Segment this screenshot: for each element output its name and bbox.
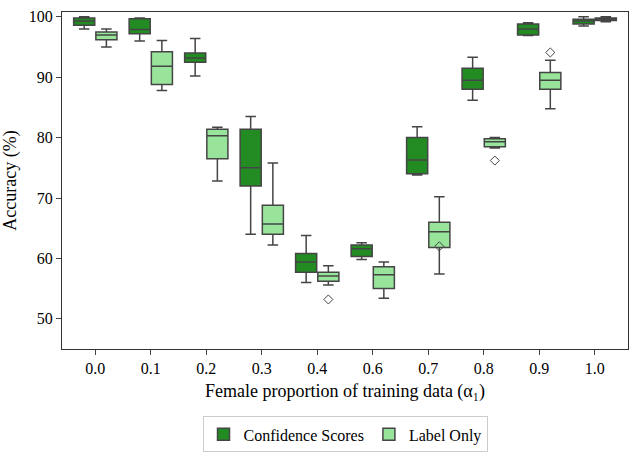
svg-text:1.0: 1.0 — [585, 360, 605, 377]
svg-text:0.8: 0.8 — [474, 360, 494, 377]
svg-text:Female proportion of training: Female proportion of training data (α₁) — [205, 381, 485, 402]
svg-text:Confidence Scores: Confidence Scores — [244, 427, 364, 444]
svg-text:80: 80 — [37, 129, 53, 146]
svg-text:0.3: 0.3 — [252, 360, 272, 377]
svg-text:90: 90 — [37, 69, 53, 86]
svg-text:Accuracy (%): Accuracy (%) — [0, 130, 21, 230]
svg-text:0.7: 0.7 — [418, 360, 438, 377]
svg-text:0.6: 0.6 — [363, 360, 383, 377]
svg-text:0.9: 0.9 — [529, 360, 549, 377]
svg-text:70: 70 — [37, 190, 53, 207]
svg-text:0.1: 0.1 — [141, 360, 161, 377]
svg-text:50: 50 — [37, 310, 53, 327]
svg-text:0.4: 0.4 — [307, 360, 327, 377]
svg-text:0.0: 0.0 — [85, 360, 105, 377]
svg-text:Label Only: Label Only — [409, 427, 481, 445]
svg-text:100: 100 — [29, 8, 53, 25]
svg-text:60: 60 — [37, 250, 53, 267]
svg-text:0.2: 0.2 — [196, 360, 216, 377]
